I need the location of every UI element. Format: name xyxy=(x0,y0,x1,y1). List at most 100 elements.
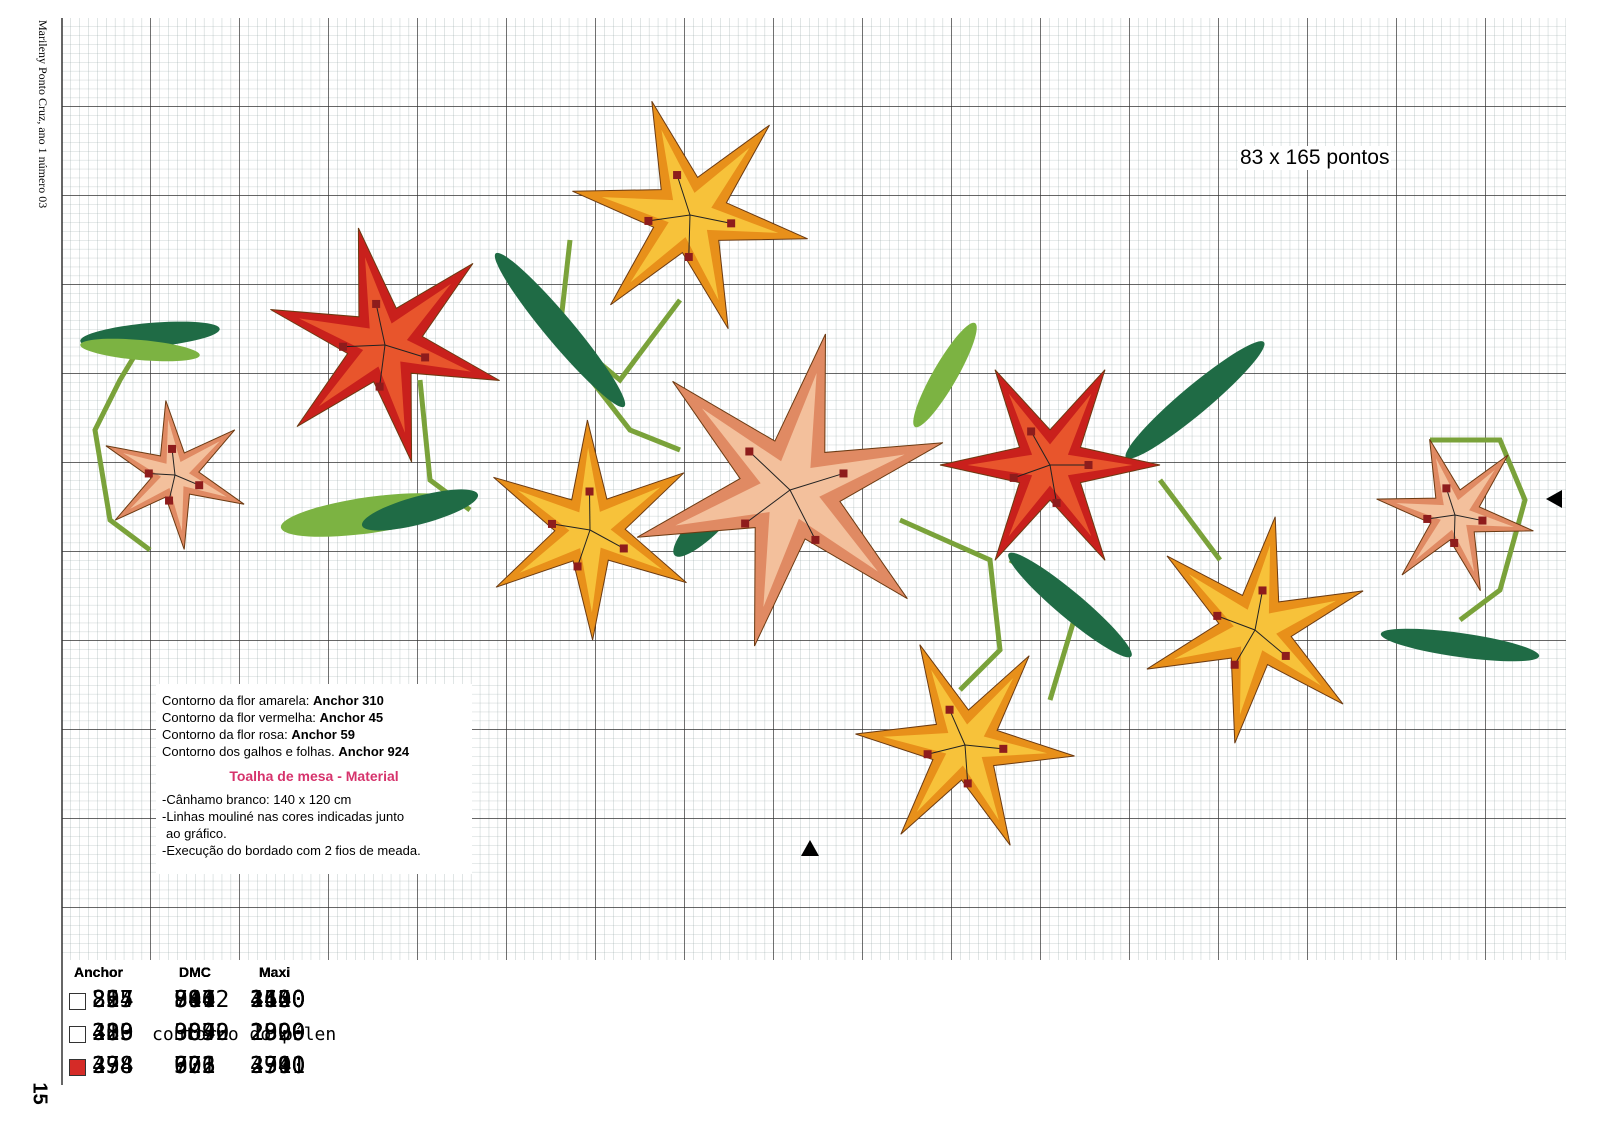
legend-cell: 1120 xyxy=(250,987,306,1013)
legend-cell: 2900 xyxy=(250,1020,306,1046)
stamen xyxy=(148,472,176,476)
stamen xyxy=(688,214,691,257)
leaf xyxy=(361,489,479,531)
pollen xyxy=(1230,660,1239,669)
pollen xyxy=(144,469,153,478)
note-value: Anchor 310 xyxy=(313,693,384,708)
legend-cell: 26 xyxy=(92,987,120,1013)
note-line: Contorno da flor vermelha: Anchor 45 xyxy=(162,709,466,726)
pollen xyxy=(339,342,348,351)
legend-cell: 4701 xyxy=(250,1053,306,1079)
pollen xyxy=(372,299,381,308)
pollen xyxy=(1258,586,1267,595)
stamen xyxy=(174,474,200,486)
pollen xyxy=(811,535,820,544)
legend-cell: 289 xyxy=(92,1020,134,1046)
leaf xyxy=(494,252,626,408)
pollen xyxy=(727,219,736,228)
note-value: Anchor 45 xyxy=(319,710,384,725)
note-label: Contorno dos galhos e folhas. xyxy=(162,744,335,759)
stamen xyxy=(927,744,966,755)
pollen xyxy=(1052,498,1061,507)
pollen xyxy=(1009,473,1018,482)
swatch xyxy=(69,1059,86,1076)
legend-cell: 298 xyxy=(92,1053,134,1079)
legend-cell: 3140 xyxy=(250,987,306,1013)
legend-header: Anchor xyxy=(74,964,123,980)
pollen xyxy=(963,779,972,788)
pollen xyxy=(839,469,848,478)
legend-header: Maxi xyxy=(259,964,291,980)
note-label: Contorno da flor vermelha: xyxy=(162,710,316,725)
pollen xyxy=(547,519,556,528)
pollen xyxy=(195,481,204,490)
pollen xyxy=(375,382,384,391)
legend-cell: 238 xyxy=(92,1053,134,1079)
legend-cell: 2600 xyxy=(250,987,306,1013)
pollen xyxy=(945,705,954,714)
legend-header: DMC xyxy=(179,964,211,980)
pollen xyxy=(1423,514,1432,523)
legend-cell: 321 xyxy=(174,1053,216,1079)
pollen xyxy=(684,252,693,261)
embroidery-pattern xyxy=(80,100,1540,846)
center-marker xyxy=(801,840,819,856)
legend-cell: 2910 xyxy=(250,1053,306,1079)
stamen xyxy=(379,344,386,387)
legend-header: Anchor xyxy=(74,964,123,980)
pollen xyxy=(1027,427,1036,436)
legend-cell: 3340 xyxy=(250,1053,306,1079)
material-line: ao gráfico. xyxy=(166,826,227,841)
note-value: Anchor 924 xyxy=(338,744,410,759)
stamen xyxy=(744,489,791,524)
material-line: -Cânhamo branco: 140 x 120 cm xyxy=(162,792,352,807)
legend-cell: 4400 xyxy=(250,987,306,1013)
stamen xyxy=(551,523,591,531)
stamen xyxy=(1445,488,1456,516)
note-label: Contorno da flor rosa: xyxy=(162,727,288,742)
legend-cell: 2390 xyxy=(250,1053,306,1079)
leaf xyxy=(80,338,200,362)
stamen xyxy=(343,344,386,348)
legend-cell: 403 xyxy=(92,1020,134,1046)
legend-header: DMC xyxy=(179,964,211,980)
stamen xyxy=(375,303,386,346)
pollen xyxy=(923,750,932,759)
legend-cell: 314 xyxy=(92,987,134,1013)
pollen xyxy=(1478,516,1487,525)
pollen xyxy=(999,744,1008,753)
legend-cell: 22 xyxy=(92,987,120,1013)
leaf xyxy=(1125,341,1265,459)
legend-cell: 2550 xyxy=(250,987,306,1013)
pollen xyxy=(644,216,653,225)
legend-cell: 897 xyxy=(92,987,134,1013)
stamen xyxy=(676,174,691,216)
pollen xyxy=(1442,484,1451,493)
legend-cell: 47 xyxy=(92,1053,120,1079)
legend-cell: 1329 xyxy=(250,1020,306,1046)
stem xyxy=(898,517,1003,692)
stamen xyxy=(589,529,625,549)
legend-header: Anchor xyxy=(74,964,123,980)
legend-cell: 3802 xyxy=(174,987,230,1013)
pollen xyxy=(1213,611,1222,620)
stamen xyxy=(171,448,176,476)
stamen xyxy=(577,529,591,567)
stamen xyxy=(1217,615,1256,631)
stamen xyxy=(384,344,426,358)
stamen xyxy=(1234,629,1256,665)
stamen xyxy=(168,474,176,501)
legend-header: DMC xyxy=(179,964,211,980)
pollen xyxy=(165,496,174,505)
side-caption: Marileny Ponto Cruz, ano 1 número 03 xyxy=(36,20,50,209)
stamen xyxy=(789,472,844,491)
pollen xyxy=(673,171,682,180)
pollen xyxy=(619,544,628,553)
legend-header: Anchor xyxy=(74,964,123,980)
legend-cell: 2890 xyxy=(250,1020,306,1046)
stamen xyxy=(648,214,691,222)
legend-cell: 606 xyxy=(174,1053,216,1079)
dimensions: 83 x 165 pontos xyxy=(1238,146,1392,170)
pollen xyxy=(168,444,177,453)
